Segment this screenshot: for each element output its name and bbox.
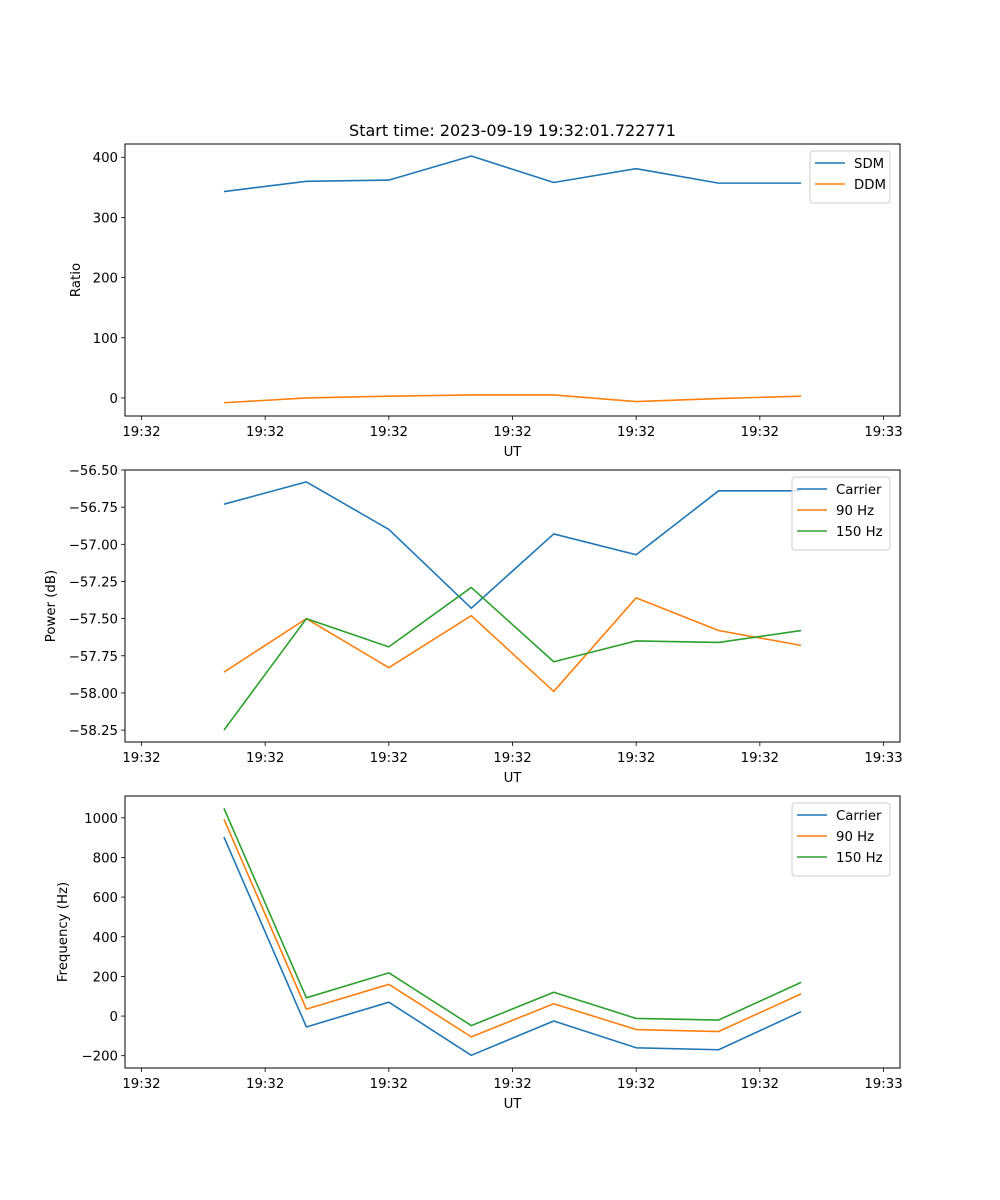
x-tick-label: 19:33 xyxy=(864,1077,902,1092)
y-tick-label: 300 xyxy=(93,211,118,226)
y-tick-label: −58.00 xyxy=(69,687,118,702)
x-tick-label: 19:32 xyxy=(370,1077,408,1092)
series-line-carrier xyxy=(223,836,802,1057)
x-tick-label: 19:32 xyxy=(370,425,408,440)
legend-box xyxy=(809,150,891,204)
series-line-ddm xyxy=(223,394,802,404)
series-line-90-hz xyxy=(223,818,802,1038)
y-tick-label: 0 xyxy=(110,392,118,407)
y-tick-label: −56.50 xyxy=(69,464,118,479)
legend-label: 90 Hz xyxy=(836,504,874,519)
x-tick-label: 19:32 xyxy=(246,425,284,440)
x-tick-label: 19:32 xyxy=(741,425,779,440)
x-tick-label: 19:32 xyxy=(370,751,408,766)
x-tick-label: 19:32 xyxy=(122,425,160,440)
y-tick-label: 100 xyxy=(93,332,118,347)
x-tick-label: 19:32 xyxy=(617,425,655,440)
series-line-sdm xyxy=(223,155,802,193)
legend-label: Carrier xyxy=(836,809,882,824)
x-tick-label: 19:32 xyxy=(741,751,779,766)
y-tick-label: 800 xyxy=(93,851,118,866)
x-tick-label: 19:32 xyxy=(122,1077,160,1092)
y-tick-label: −57.00 xyxy=(69,538,118,553)
y-tick-label: 400 xyxy=(93,931,118,946)
y-tick-label: 200 xyxy=(93,970,118,985)
x-tick-label: 19:33 xyxy=(864,425,902,440)
legend-label: Carrier xyxy=(836,483,882,498)
y-tick-label: −58.25 xyxy=(69,724,118,739)
x-tick-label: 19:32 xyxy=(122,751,160,766)
y-tick-label: −57.50 xyxy=(69,613,118,628)
x-tick-label: 19:32 xyxy=(741,1077,779,1092)
x-tick-label: 19:32 xyxy=(246,751,284,766)
y-tick-label: 600 xyxy=(93,891,118,906)
x-tick-label: 19:32 xyxy=(246,1077,284,1092)
y-tick-label: −57.25 xyxy=(69,575,118,590)
y-axis-label: Frequency (Hz) xyxy=(56,882,71,982)
series-line-150-hz xyxy=(223,807,802,1027)
axes-frame-2 xyxy=(124,469,901,743)
x-axis-label: UT xyxy=(504,771,523,786)
x-tick-label: 19:32 xyxy=(617,751,655,766)
legend-label: SDM xyxy=(854,157,884,172)
y-tick-label: 200 xyxy=(93,272,118,287)
series-line-carrier xyxy=(223,481,802,610)
y-tick-label: 1000 xyxy=(84,812,118,827)
x-tick-label: 19:33 xyxy=(864,751,902,766)
y-tick-label: −200 xyxy=(81,1050,118,1065)
y-axis-label: Power (dB) xyxy=(44,570,59,642)
y-tick-label: −57.75 xyxy=(69,650,118,665)
axes-frame-1 xyxy=(124,143,901,417)
x-axis-label: UT xyxy=(504,445,523,460)
y-axis-label: Ratio xyxy=(69,263,84,297)
legend-label: 150 Hz xyxy=(836,851,883,866)
x-tick-label: 19:32 xyxy=(493,751,531,766)
legend-label: 150 Hz xyxy=(836,525,883,540)
series-line-90-hz xyxy=(223,597,802,693)
y-tick-label: −56.75 xyxy=(69,501,118,516)
legend-label: DDM xyxy=(854,178,886,193)
y-tick-label: 400 xyxy=(93,151,118,166)
legend-label: 90 Hz xyxy=(836,830,874,845)
series-line-150-hz xyxy=(223,586,802,731)
chart-title: Start time: 2023-09-19 19:32:01.722771 xyxy=(349,121,676,140)
x-tick-label: 19:32 xyxy=(493,1077,531,1092)
axes-frame-3 xyxy=(124,795,901,1069)
y-tick-label: 0 xyxy=(110,1010,118,1025)
x-tick-label: 19:32 xyxy=(493,425,531,440)
x-axis-label: UT xyxy=(504,1097,523,1112)
x-tick-label: 19:32 xyxy=(617,1077,655,1092)
